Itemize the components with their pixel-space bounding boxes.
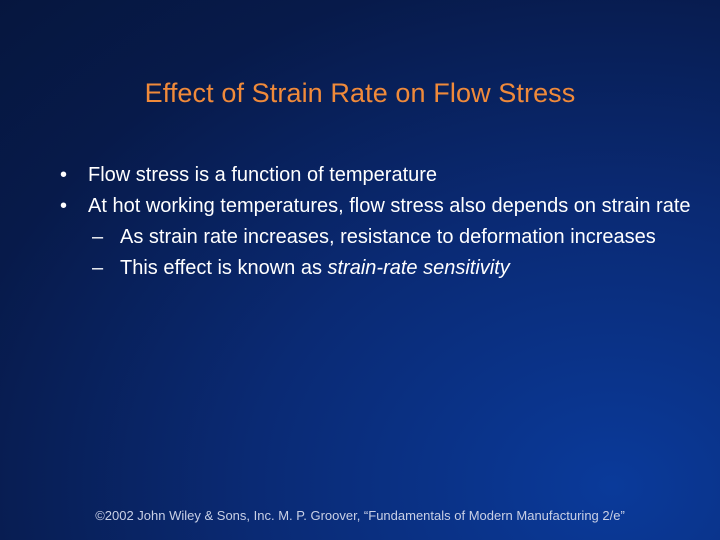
emphasized-term: strain‑rate sensitivity xyxy=(327,257,510,279)
copyright-footer: ©2002 John Wiley & Sons, Inc. M. P. Groo… xyxy=(95,508,625,523)
sub-bullet-marker: – xyxy=(92,257,104,279)
bullet-text: At hot working temperatures, flow stress… xyxy=(88,195,691,217)
slide-title: Effect of Strain Rate on Flow Stress xyxy=(144,78,576,108)
bullet-marker: • xyxy=(60,195,68,217)
sub-bullet-marker: – xyxy=(92,226,104,248)
sub-bullet-text-prefix: This effect is known as xyxy=(120,257,328,279)
bullet-list: • Flow stress is a function of temperatu… xyxy=(58,160,698,284)
sub-bullet-item: – This effect is known as strain‑rate se… xyxy=(58,253,698,284)
bullet-item: • Flow stress is a function of temperatu… xyxy=(58,160,698,191)
bullet-item: • At hot working temperatures, flow stre… xyxy=(58,191,698,222)
sub-bullet-item: – As strain rate increases, resistance t… xyxy=(58,222,698,253)
sub-bullet-text: As strain rate increases, resistance to … xyxy=(120,226,656,248)
bullet-text: Flow stress is a function of temperature xyxy=(88,164,438,186)
bullet-marker: • xyxy=(60,164,68,186)
